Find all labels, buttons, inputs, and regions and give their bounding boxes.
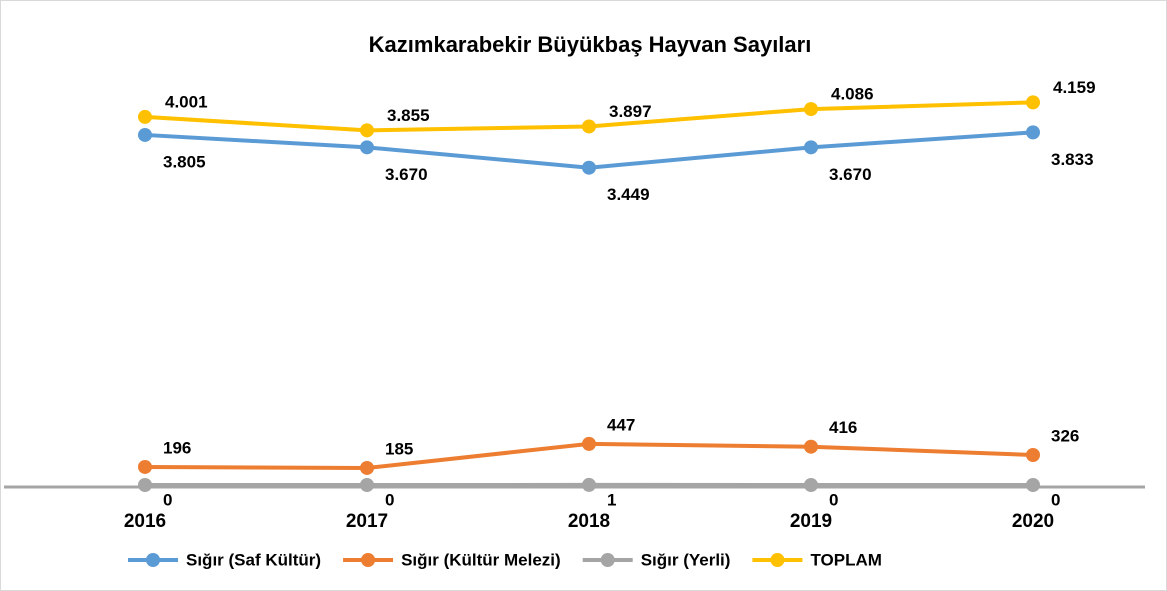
data-point [138, 109, 152, 124]
data-label: 416 [829, 418, 857, 437]
data-point [1026, 478, 1040, 492]
data-label: 0 [163, 490, 172, 509]
data-point [582, 477, 596, 492]
legend-marker [770, 553, 785, 567]
data-label: 4.159 [1053, 78, 1096, 97]
data-point [1026, 125, 1040, 140]
data-point [804, 140, 818, 155]
data-label: 3.833 [1051, 150, 1094, 169]
data-point [804, 478, 818, 492]
data-point [138, 459, 152, 474]
data-point [360, 460, 374, 475]
legend-marker [146, 553, 160, 567]
data-point [582, 119, 596, 134]
data-point [138, 478, 152, 492]
legend-label: Sığır (Kültür Melezi) [401, 550, 561, 569]
legend-marker [361, 553, 376, 567]
x-tick-label: 2017 [346, 511, 388, 532]
data-label: 0 [829, 490, 838, 509]
data-point [582, 436, 596, 451]
data-label: 196 [163, 438, 191, 457]
data-label: 447 [607, 415, 635, 434]
data-label: 0 [385, 490, 394, 509]
data-point [360, 140, 374, 155]
data-label: 1 [607, 490, 616, 509]
data-point [1026, 448, 1040, 463]
data-label: 185 [385, 439, 413, 458]
x-tick-label: 2019 [790, 511, 832, 532]
data-point [1026, 95, 1040, 110]
data-label: 3.855 [387, 106, 430, 125]
legend-marker [600, 553, 615, 567]
data-label: 3.805 [163, 152, 206, 171]
legend-label: Sığır (Saf Kültür) [186, 550, 321, 569]
data-point [804, 102, 818, 117]
chart-title: Kazımkarabekir Büyükbaş Hayvan Sayıları [369, 32, 812, 57]
data-label: 3.449 [607, 185, 650, 204]
data-label: 0 [1051, 490, 1060, 509]
x-tick-label: 2016 [124, 511, 166, 532]
data-label: 4.001 [165, 92, 208, 111]
data-label: 326 [1051, 426, 1079, 445]
data-label: 3.670 [385, 165, 428, 184]
data-label: 4.086 [831, 85, 874, 104]
data-point [360, 478, 374, 492]
data-point [138, 127, 152, 142]
legend-label: Sığır (Yerli) [641, 550, 731, 569]
data-point [360, 123, 374, 138]
data-label: 3.897 [609, 102, 652, 121]
x-tick-label: 2020 [1012, 511, 1054, 532]
data-point [804, 439, 818, 454]
legend-label: TOPLAM [810, 550, 881, 569]
data-label: 3.670 [829, 165, 872, 184]
x-tick-label: 2018 [568, 511, 610, 532]
data-point [582, 160, 596, 175]
